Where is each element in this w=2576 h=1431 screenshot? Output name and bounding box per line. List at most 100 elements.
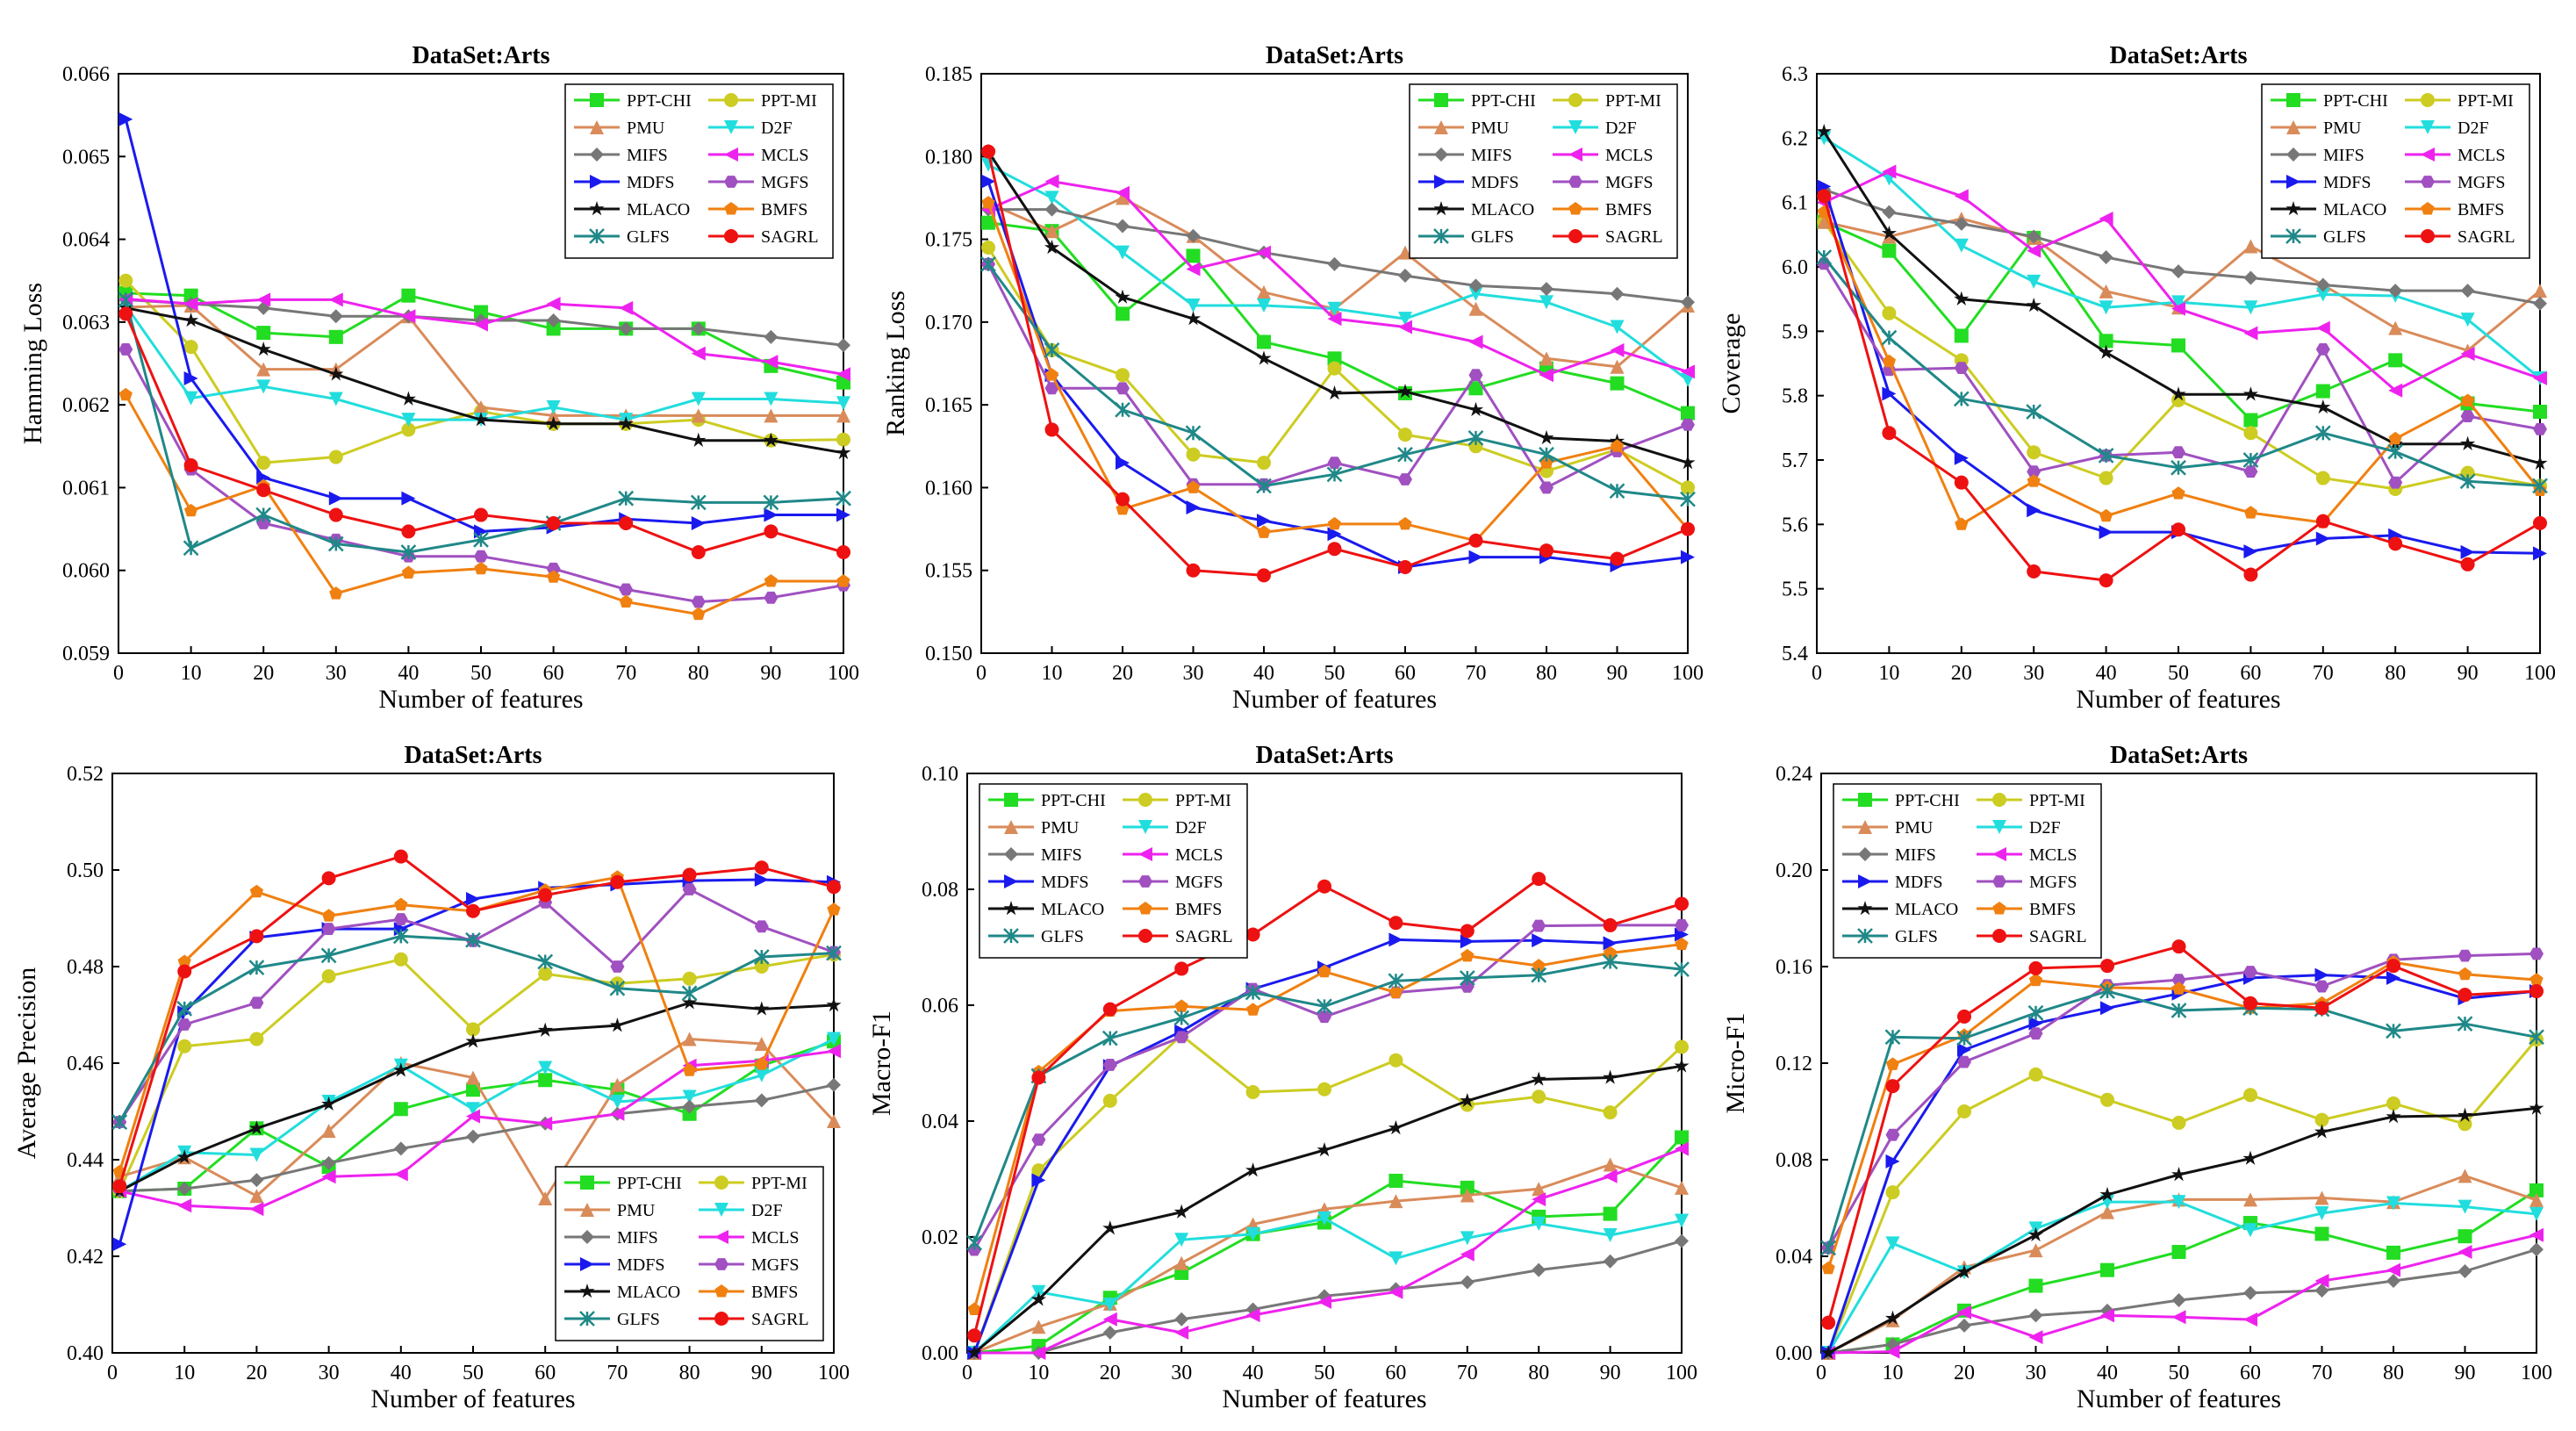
legend-label: MIFS [1471,146,1512,165]
data-point [466,1129,480,1144]
data-point [2027,445,2041,460]
data-point [2533,515,2547,530]
x-tick-label: 50 [2169,1362,2190,1384]
data-point [2315,342,2330,356]
data-point [473,531,489,548]
series-glfs [118,291,851,560]
data-point [538,967,553,982]
data-point [2314,1274,2329,1289]
legend-marker [714,1258,728,1270]
data-point [1681,364,1695,379]
data-point [2532,478,2548,494]
y-tick-label: 0.00 [922,1342,958,1365]
legend-marker [589,201,605,216]
data-point [2027,274,2041,289]
legend-label: MGFS [1175,873,1223,892]
data-point [327,536,344,552]
data-point [1821,1315,1836,1330]
data-point [546,399,561,414]
data-point [2460,544,2475,559]
legend-label: SAGRL [1175,927,1233,946]
data-point [2388,476,2403,489]
data-point [1675,896,1689,911]
legend-label: PMU [1471,119,1510,138]
legend-marker [1138,902,1152,915]
data-point [1102,1093,1117,1108]
legend-entry: GLFS [564,1310,660,1329]
data-point [546,313,561,327]
legend-label: MIFS [627,146,668,165]
legend-label: MIFS [1895,845,1936,865]
data-point [966,1234,983,1251]
data-point [392,928,409,945]
legend-label: MCLS [2029,845,2077,865]
data-point [2242,386,2258,401]
data-point [1388,1173,1403,1188]
data-point [1317,1294,1331,1309]
data-point [2099,508,2113,522]
data-point [1460,948,1475,962]
x-tick-label: 100 [1666,1362,1697,1384]
legend-marker [580,1230,594,1244]
legend-label: MCLS [751,1228,799,1248]
data-point [2171,295,2185,310]
data-point [1388,932,1403,947]
data-point [112,1237,127,1252]
data-point [183,503,198,517]
legend-label: PMU [1895,818,1934,838]
data-point [981,241,996,255]
data-point [1603,917,1618,932]
legend-marker [724,93,738,107]
data-point [2100,1204,2114,1219]
data-point [1532,1216,1546,1231]
data-point [2027,243,2041,258]
data-point [1186,228,1201,243]
series-mlaco [966,1058,1690,1360]
data-point [1116,306,1130,321]
x-tick-label: 70 [2313,662,2334,685]
data-point [2243,567,2258,582]
data-point [1460,924,1475,938]
x-tick-label: 70 [1466,662,1487,685]
legend-marker [580,1257,594,1271]
data-point [1326,385,1343,400]
x-tick-label: 60 [2240,1362,2261,1384]
data-point [400,391,416,406]
x-tick-label: 80 [688,662,709,685]
data-point [2460,393,2475,407]
y-tick-label: 0.064 [62,229,110,252]
data-point [1398,245,1412,260]
data-point [1816,124,1832,139]
data-point [256,292,271,307]
legend-entry: MDFS [988,873,1088,892]
data-point [1675,1213,1689,1228]
data-point [183,540,199,557]
legend-label: D2F [751,1201,783,1220]
data-point [1174,1325,1189,1340]
data-point [183,370,198,385]
data-point [619,515,634,530]
data-point [2100,1001,2114,1016]
y-tick-label: 6.2 [1782,127,1808,150]
legend-marker [1138,820,1152,834]
legend-entry: PPT-CHI [2271,91,2388,111]
data-point [248,960,265,975]
chart-panel: DataSet:Arts 0 10 20 30 40 50 60 70 80 90 100 0.40 0.… [12,742,850,1413]
x-tick-label: 70 [1457,1362,1478,1384]
data-point [1116,185,1130,200]
data-point [2171,1310,2186,1325]
data-point [2314,1001,2329,1016]
data-point [2315,287,2330,302]
series-sagrl [967,872,1689,1343]
data-point [827,902,841,916]
legend-box [2261,83,2530,259]
data-point [1102,1325,1117,1340]
data-point [321,969,336,983]
legend-marker [2421,147,2435,162]
x-tick-label: 0 [113,662,124,685]
legend-marker [2286,120,2300,134]
data-point [2386,1023,2401,1039]
data-point [967,1328,982,1343]
data-point [2243,300,2258,315]
x-tick-label: 80 [1536,662,1557,685]
